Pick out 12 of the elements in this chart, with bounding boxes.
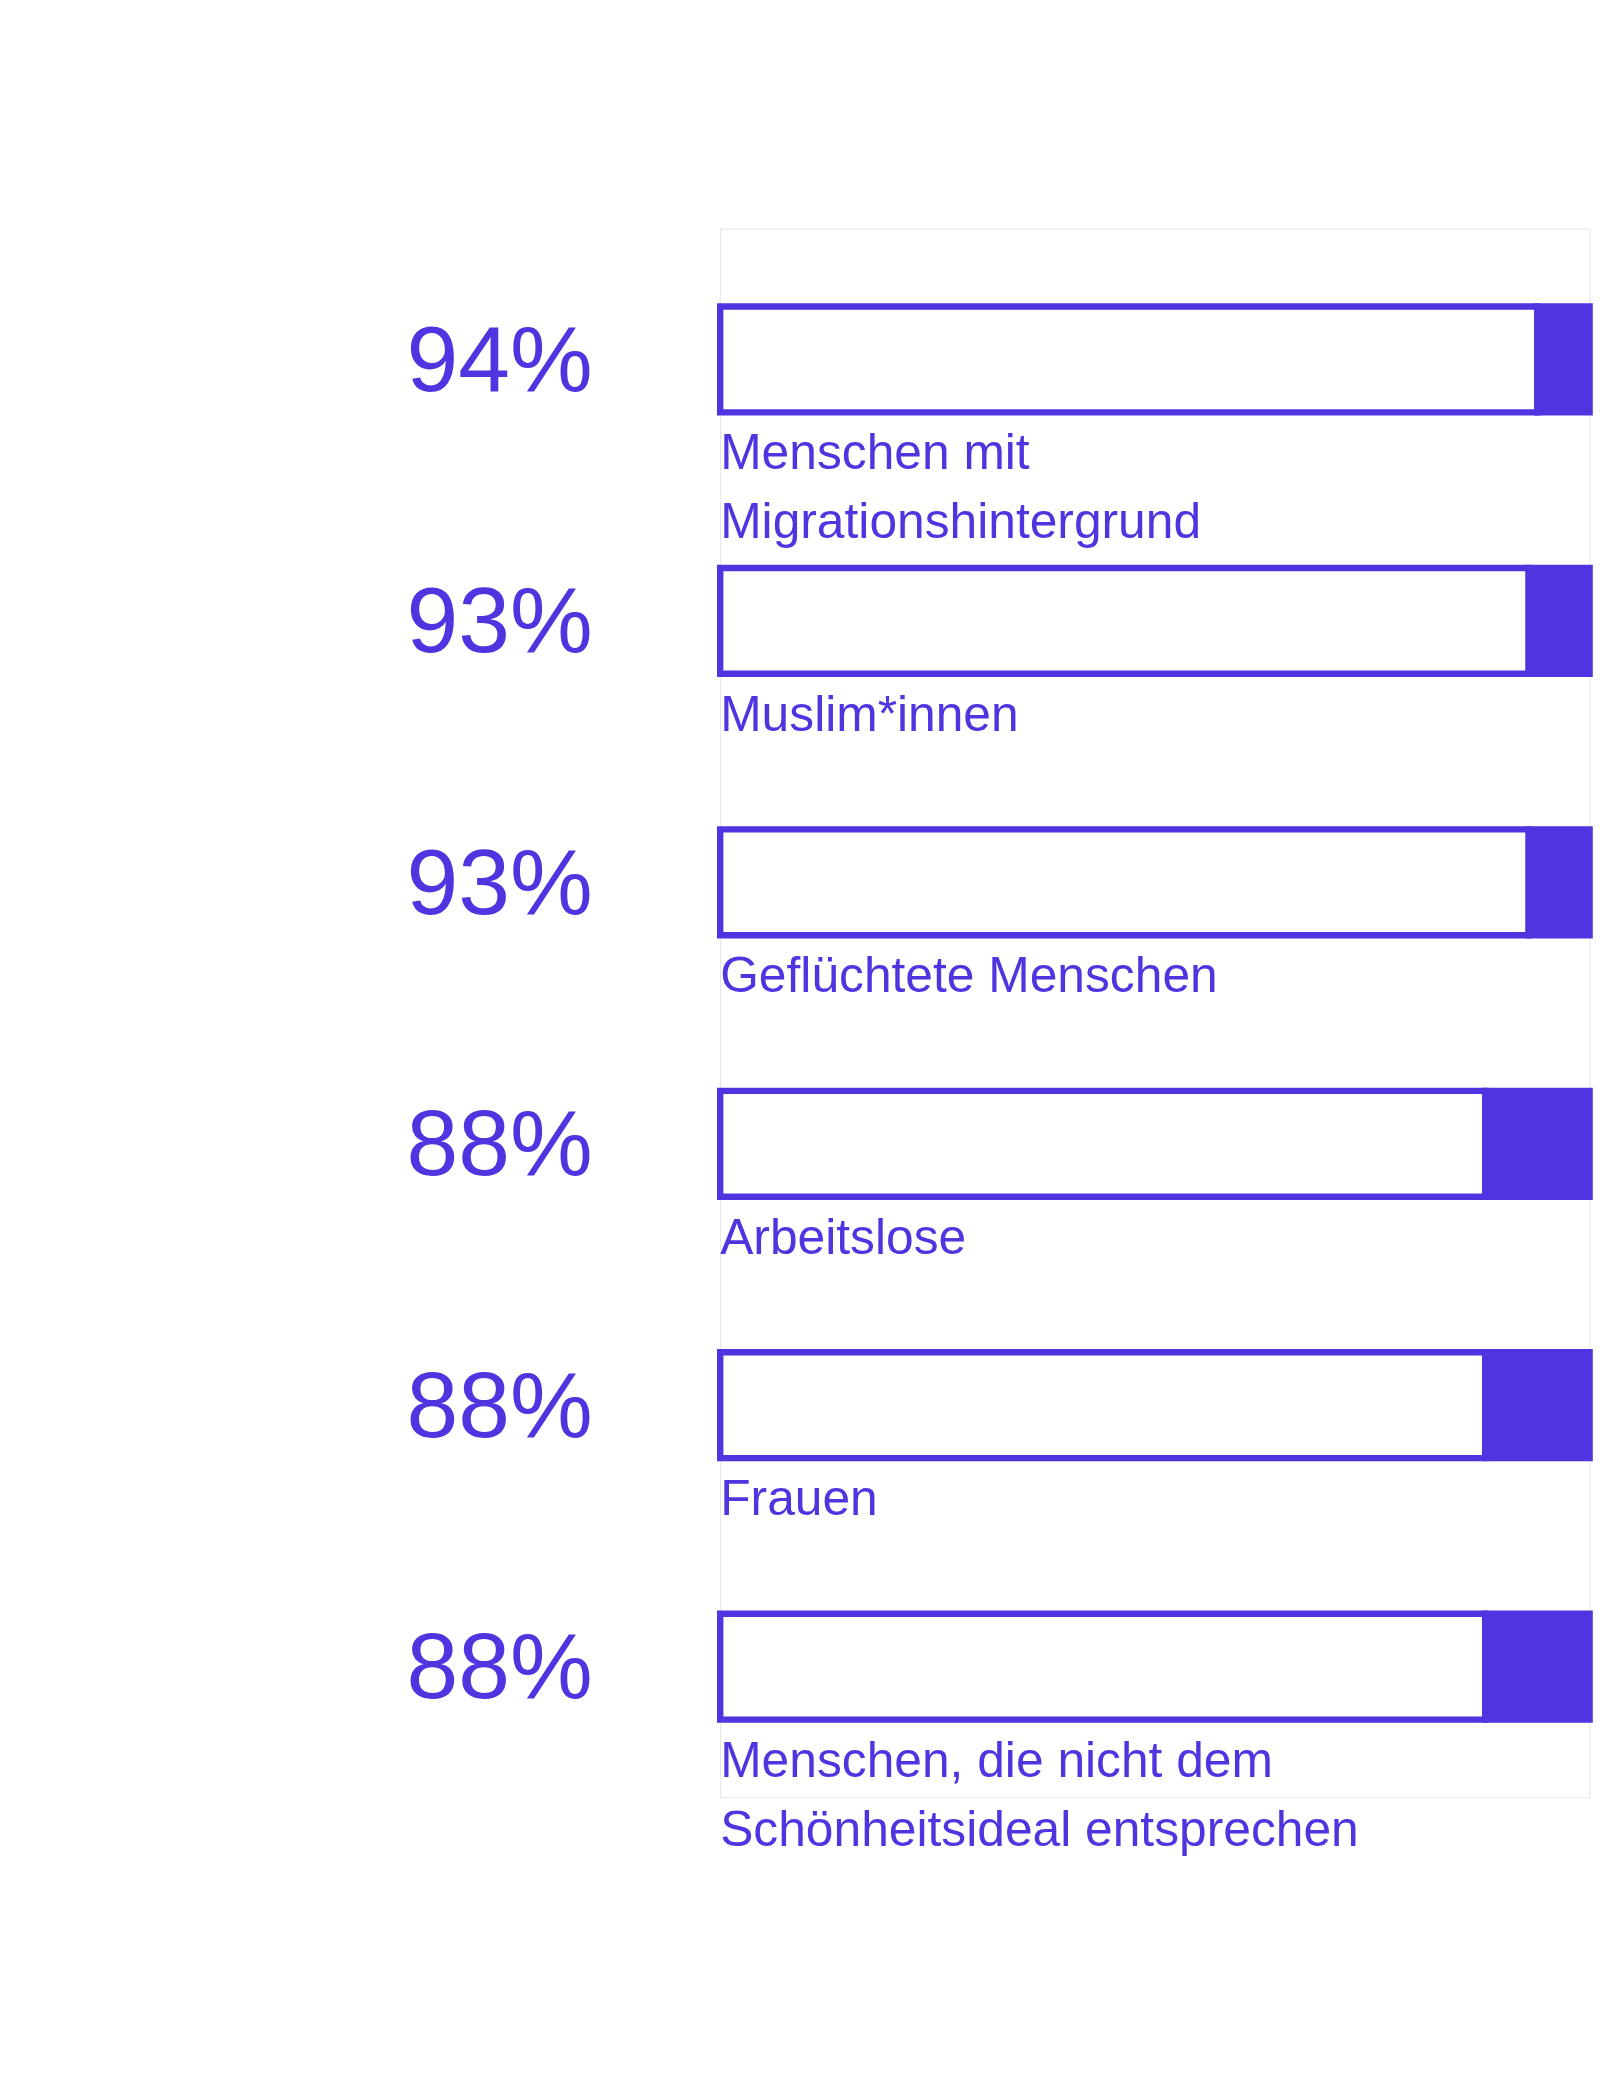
data-label: 88% <box>406 1352 593 1457</box>
data-label: 94% <box>406 306 593 411</box>
data-label: 88% <box>406 1613 593 1718</box>
y-tick-label: Muslim*innen <box>720 685 1019 742</box>
y-tick-label: Frauen <box>720 1470 878 1527</box>
data-label: 88% <box>406 1091 593 1196</box>
data-label: 93% <box>406 829 593 934</box>
y-tick-label: Arbeitslose <box>720 1208 967 1265</box>
y-tick-label: Menschen, die nicht dem Schönheitsideal entsprechen <box>720 1731 1359 1857</box>
y-tick-label: Menschen mit Migrationshintergrund <box>720 424 1202 550</box>
data-label: 93% <box>406 568 593 673</box>
y-tick-label: Geflüchtete Menschen <box>720 947 1218 1004</box>
